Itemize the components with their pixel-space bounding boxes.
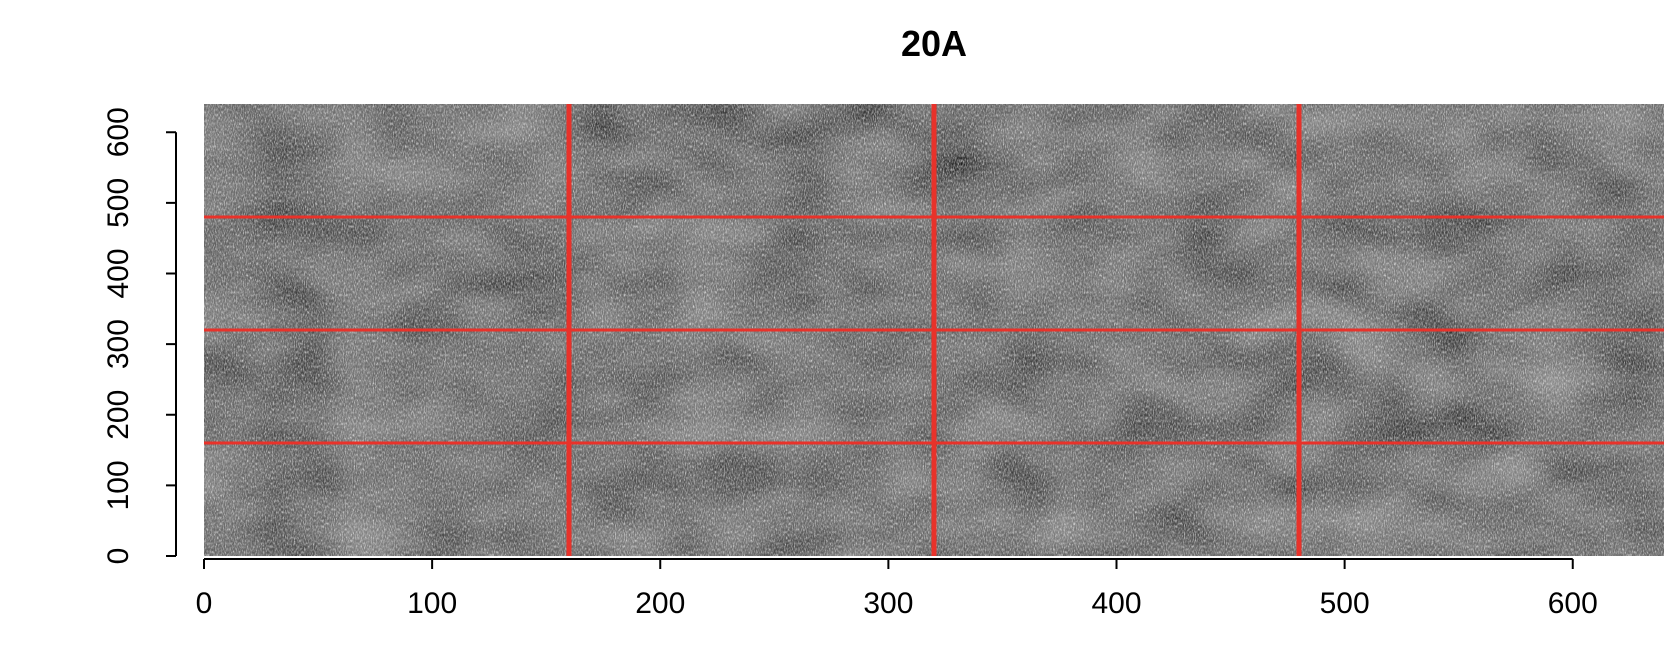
- y-tick-label: 0: [102, 548, 135, 565]
- x-tick-label: 400: [1091, 587, 1141, 620]
- x-tick-label: 300: [863, 587, 913, 620]
- y-tick-label: 400: [102, 248, 135, 298]
- y-tick-label: 200: [102, 390, 135, 440]
- chart-title: 20A: [901, 23, 967, 64]
- x-tick-label: 100: [407, 587, 457, 620]
- y-tick-label: 500: [102, 178, 135, 228]
- x-tick-label: 0: [196, 587, 213, 620]
- x-tick-label: 200: [635, 587, 685, 620]
- y-tick-label: 300: [102, 319, 135, 369]
- x-tick-label: 600: [1548, 587, 1598, 620]
- y-tick-label: 100: [102, 460, 135, 510]
- x-axis: 0 100 200 300 400 500 600: [196, 558, 1598, 620]
- x-tick-label: 500: [1320, 587, 1370, 620]
- y-axis: 0 100 200 300 400 500 600: [102, 107, 177, 565]
- red-grid-lines: [204, 104, 1664, 556]
- y-tick-label: 600: [102, 107, 135, 157]
